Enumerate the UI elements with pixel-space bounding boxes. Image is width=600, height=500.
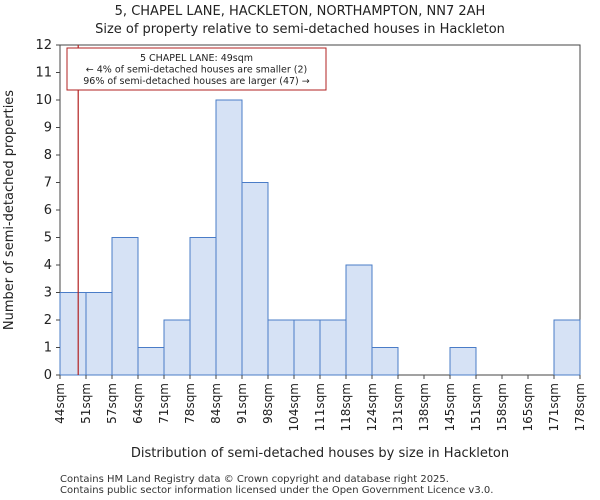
x-tick-label: 151sqm (469, 383, 483, 431)
histogram-bar (371, 347, 399, 376)
x-tick-label: 171sqm (547, 383, 561, 431)
histogram-bar (293, 319, 321, 376)
histogram-bar (553, 319, 581, 376)
y-tick-label: 7 (44, 176, 52, 191)
x-tick-label: 104sqm (287, 383, 301, 431)
chart-subtitle: Size of property relative to semi-detach… (95, 22, 505, 37)
y-tick-label: 6 (44, 203, 52, 218)
x-tick-label: 178sqm (573, 383, 587, 431)
histogram-bar (241, 182, 269, 376)
x-tick-label: 111sqm (313, 383, 327, 431)
x-tick-label: 91sqm (235, 383, 249, 424)
y-tick-label: 0 (44, 368, 52, 383)
x-tick-label: 64sqm (131, 383, 145, 424)
x-tick-label: 138sqm (417, 383, 431, 431)
histogram-bar (111, 237, 139, 376)
x-tick-label: 165sqm (521, 383, 535, 431)
x-tick-label: 145sqm (443, 383, 457, 431)
y-tick-label: 11 (35, 66, 52, 81)
histogram-bar (345, 264, 373, 376)
histogram-bar (215, 99, 243, 376)
histogram-bar (267, 319, 295, 376)
y-tick-label: 10 (35, 93, 52, 108)
y-tick-label: 2 (44, 313, 52, 328)
histogram-bar (449, 347, 477, 376)
y-tick-label: 8 (44, 148, 52, 163)
x-tick-label: 71sqm (157, 383, 171, 424)
histogram-bar (163, 319, 191, 376)
x-tick-label: 158sqm (495, 383, 509, 431)
y-tick-label: 1 (44, 341, 52, 356)
y-tick-label: 5 (44, 231, 52, 246)
x-tick-label: 57sqm (105, 383, 119, 424)
x-axis-label: Distribution of semi-detached houses by … (131, 446, 509, 461)
histogram-bar (85, 292, 113, 376)
y-tick-label: 4 (44, 258, 52, 273)
annotation-box (66, 47, 327, 91)
histogram-bar (59, 292, 87, 376)
y-axis-label: Number of semi-detached properties (2, 90, 17, 330)
x-tick-label: 98sqm (261, 383, 275, 424)
y-tick-label: 12 (35, 38, 52, 53)
x-tick-label: 44sqm (53, 383, 67, 424)
histogram-bar (137, 347, 165, 376)
annotation-line: 96% of semi-detached houses are larger (… (83, 76, 310, 87)
x-tick-label: 78sqm (183, 383, 197, 424)
x-tick-label: 84sqm (209, 383, 223, 424)
y-tick-label: 9 (44, 121, 52, 136)
x-tick-label: 124sqm (365, 383, 379, 431)
x-tick-label: 118sqm (339, 383, 353, 431)
histogram-bar (189, 237, 217, 376)
x-tick-label: 51sqm (79, 383, 93, 424)
histogram-bar (319, 319, 347, 376)
footer-line-1: Contains HM Land Registry data © Crown c… (60, 474, 449, 485)
y-tick-label: 3 (44, 286, 52, 301)
chart-title: 5, CHAPEL LANE, HACKLETON, NORTHAMPTON, … (114, 4, 486, 19)
annotation-line: ← 4% of semi-detached houses are smaller… (86, 65, 307, 76)
footer-line-2: Contains public sector information licen… (60, 485, 494, 496)
annotation-line: 5 CHAPEL LANE: 49sqm (140, 53, 253, 64)
x-tick-label: 131sqm (391, 383, 405, 431)
